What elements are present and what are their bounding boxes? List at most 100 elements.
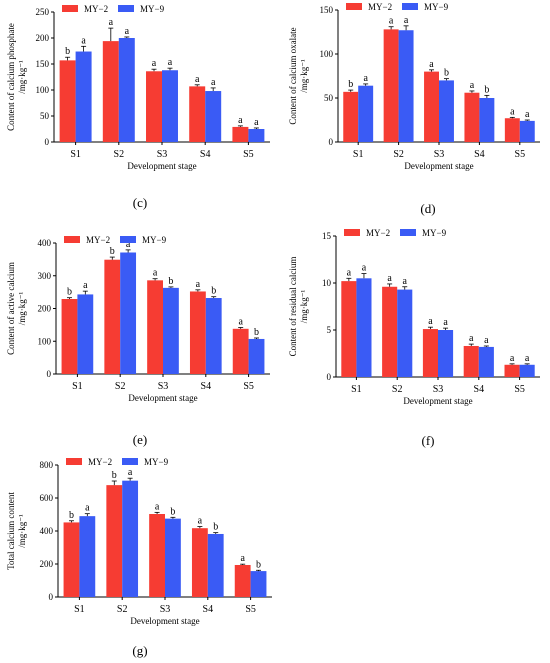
significance-letter: a [153, 268, 158, 279]
legend-label: MY−2 [86, 235, 110, 245]
x-tick-label: S2 [115, 381, 126, 392]
y-axis-label: /mg·kg⁻¹ [17, 291, 27, 325]
x-tick-label: S2 [392, 384, 403, 395]
bar-MY−9-S3 [165, 518, 181, 597]
legend-swatch-MY−2 [344, 229, 360, 236]
y-tick-label: 50 [324, 93, 334, 103]
bar-MY−2-S3 [424, 71, 439, 142]
significance-letter: a [403, 276, 408, 287]
significance-letter: a [347, 267, 352, 278]
significance-letter: b [444, 68, 449, 79]
significance-letter: a [404, 15, 409, 26]
significance-letter: a [152, 58, 157, 69]
significance-letter: a [195, 74, 200, 85]
legend-label: MY−2 [366, 228, 390, 238]
x-tick-label: S5 [514, 384, 525, 395]
bar-MY−2-S4 [189, 291, 206, 374]
significance-letter: a [155, 501, 160, 512]
significance-letter: a [429, 59, 434, 70]
legend-label: MY−9 [422, 228, 447, 238]
y-tick-label: 10 [322, 278, 332, 288]
significance-letter: a [389, 16, 394, 27]
legend-label: MY−2 [368, 2, 392, 12]
bar-MY−9-S2 [122, 480, 139, 597]
bar-MY−9-S2 [120, 252, 137, 374]
bar-MY−9-S5 [248, 129, 265, 142]
bar-MY−9-S4 [205, 298, 222, 374]
bar-MY−9-S5 [250, 571, 267, 597]
significance-letter: a [128, 467, 133, 478]
panel-label: (g) [132, 643, 147, 658]
x-tick-label: S2 [117, 604, 128, 615]
significance-letter: a [362, 263, 367, 274]
y-axis-label: Total calcium content [6, 492, 16, 570]
bar-MY−2-S3 [149, 514, 165, 597]
bar-MY−9-S3 [439, 80, 454, 142]
significance-letter: b [65, 46, 70, 57]
x-tick-label: S4 [201, 381, 212, 392]
y-tick-label: 100 [38, 336, 52, 346]
x-tick-label: S5 [515, 149, 526, 160]
y-tick-label: 200 [38, 304, 52, 314]
x-axis-label: Development stage [403, 396, 472, 406]
y-tick-label: 0 [47, 369, 52, 379]
legend-label: MY−9 [144, 457, 169, 467]
significance-letter: b [211, 286, 216, 297]
x-tick-label: S1 [70, 149, 81, 160]
x-tick-label: S4 [474, 384, 485, 395]
bar-MY−2-S1 [343, 91, 359, 142]
significance-letter: b [69, 510, 74, 521]
bar-MY−2-S3 [422, 329, 438, 377]
bar-MY−2-S2 [102, 41, 119, 143]
x-tick-label: S4 [203, 604, 214, 615]
significance-letter: a [198, 516, 203, 527]
significance-letter: a [525, 109, 530, 120]
significance-letter: a [469, 333, 474, 344]
bar-MY−2-S4 [463, 345, 479, 377]
legend-swatch-MY−9 [122, 458, 138, 465]
bar-MY−2-S4 [189, 86, 206, 142]
significance-letter: a [240, 553, 245, 564]
significance-letter: a [211, 77, 216, 88]
bar-MY−9-S3 [163, 287, 179, 374]
y-tick-label: 5 [327, 325, 332, 335]
significance-letter: a [238, 115, 243, 126]
significance-letter: b [348, 79, 353, 90]
legend-label: MY−9 [140, 4, 165, 14]
bar-MY−9-S3 [438, 330, 454, 377]
y-axis-label: /mg·kg⁻¹ [299, 59, 309, 93]
bar-MY−2-S3 [146, 71, 162, 142]
significance-letter: a [443, 317, 448, 328]
bar-MY−2-S1 [341, 281, 357, 377]
x-axis-label: Development stage [128, 393, 197, 403]
bar-MY−2-S5 [232, 328, 249, 374]
legend-label: MY−9 [142, 235, 167, 245]
x-tick-label: S1 [353, 149, 364, 160]
legend-swatch-MY−9 [120, 236, 136, 243]
x-tick-label: S5 [243, 381, 254, 392]
legend-swatch-MY−2 [64, 236, 80, 243]
x-tick-label: S1 [74, 604, 85, 615]
panel-label: (d) [420, 201, 435, 216]
bar-MY−9-S5 [519, 364, 535, 377]
x-tick-label: S1 [72, 381, 83, 392]
significance-letter: a [125, 26, 130, 37]
x-axis-label: Development stage [130, 616, 199, 626]
y-tick-label: 100 [36, 85, 50, 95]
significance-letter: a [470, 80, 475, 91]
y-tick-label: 400 [40, 526, 54, 536]
significance-letter: a [109, 17, 114, 28]
bar-MY−2-S5 [504, 364, 520, 377]
x-tick-label: S4 [474, 149, 485, 160]
x-tick-label: S4 [200, 149, 211, 160]
legend-swatch-MY−2 [346, 3, 362, 10]
y-tick-label: 600 [40, 493, 54, 503]
y-tick-label: 100 [320, 49, 334, 59]
significance-letter: a [254, 117, 259, 128]
bar-MY−9-S2 [397, 289, 413, 377]
y-axis-label: Content of calcium phosphate [6, 23, 16, 131]
legend-swatch-MY−2 [62, 5, 78, 12]
